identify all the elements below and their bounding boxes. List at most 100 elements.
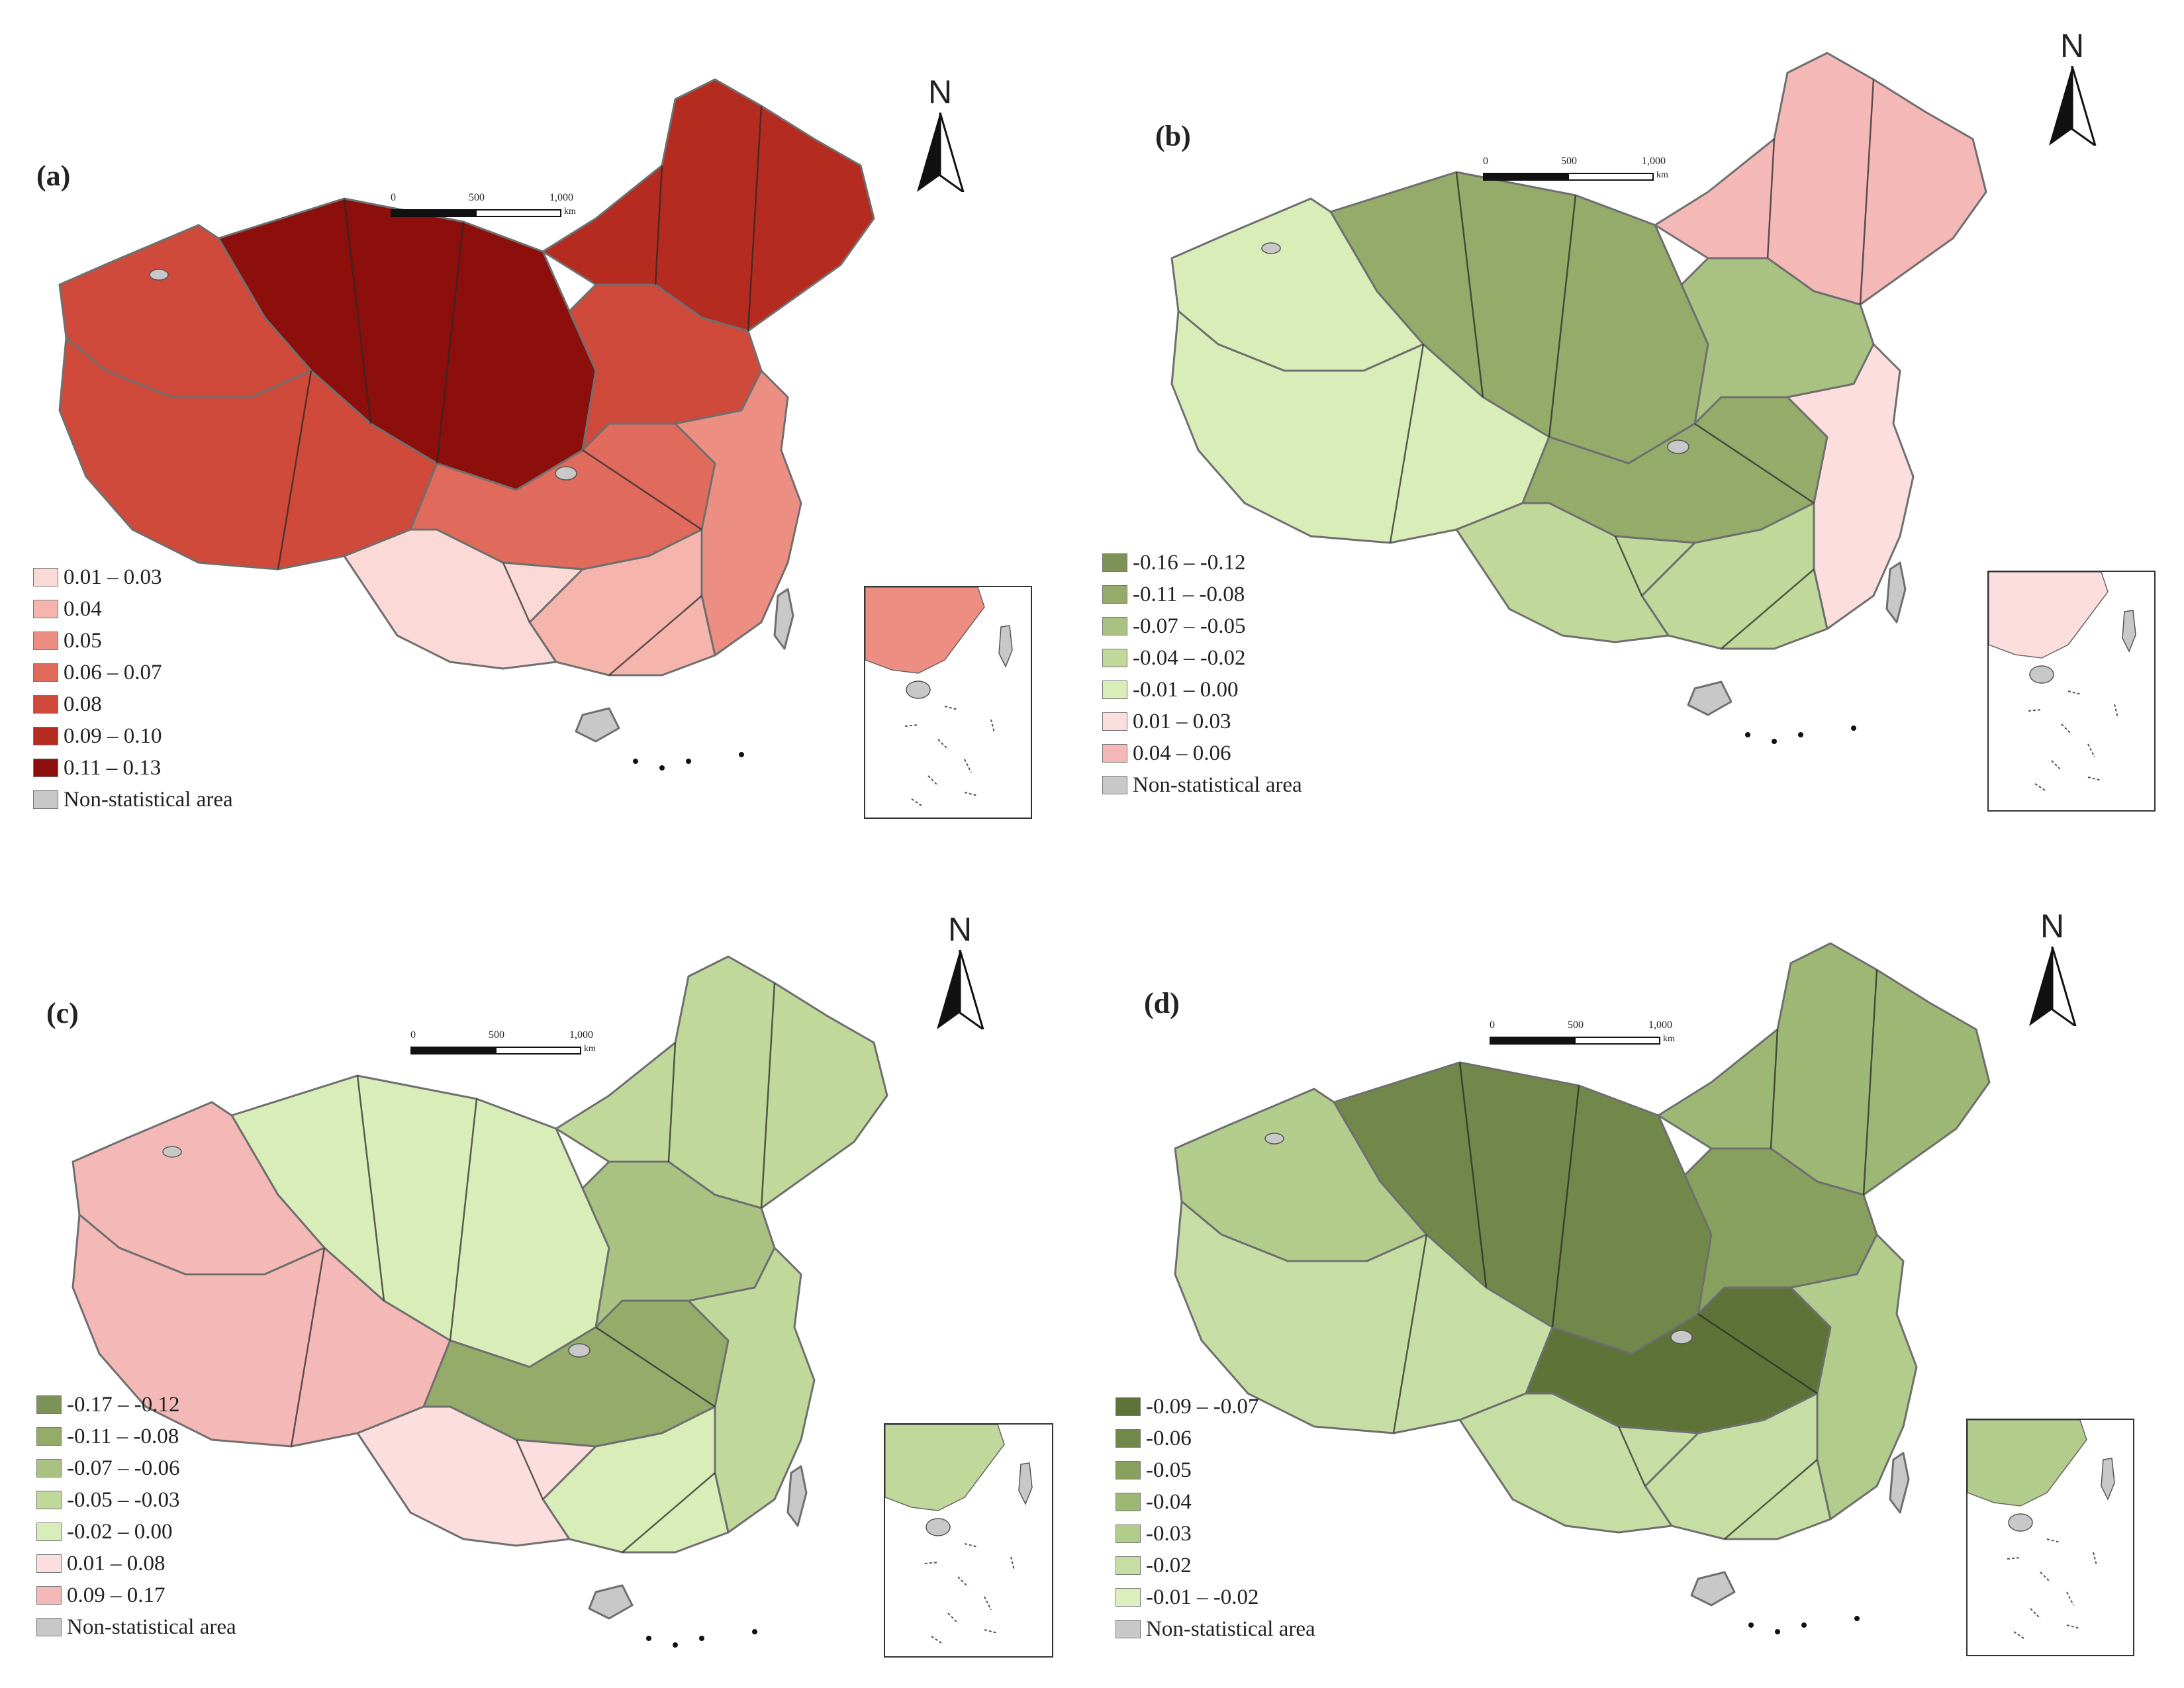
inset-map: [885, 1425, 1033, 1644]
inset-dashed-boundary: [944, 706, 959, 710]
legend-item: -0.09 – -0.07: [1116, 1391, 1315, 1423]
legend-swatch: [1102, 680, 1127, 699]
scale-bar-black: [1490, 1037, 1576, 1045]
panel-label: (d): [1144, 987, 1180, 1019]
province-boundary: [1551, 1085, 1580, 1328]
legend-swatch: [33, 632, 58, 650]
non-statistical-area: [149, 269, 169, 281]
scale-label-0: 0: [1483, 156, 1488, 167]
province-boundary: [595, 1326, 716, 1408]
inset-dashed-boundary: [927, 775, 939, 786]
region-taiwan: [1889, 1452, 1910, 1514]
legend-label: 0.01 – 0.08: [67, 1552, 166, 1575]
legend-swatch: [1116, 1461, 1141, 1479]
inset-dashed-boundary: [2066, 1591, 2074, 1606]
legend-item: 0.08: [33, 688, 233, 720]
island-mark: [1748, 1622, 1754, 1628]
province-boundary: [436, 221, 465, 464]
north-arrow: N: [2022, 907, 2082, 1033]
inset-dashed-boundary: [2040, 1571, 2051, 1583]
scale-label-0: 0: [391, 192, 396, 203]
panel-label: (b): [1155, 120, 1191, 152]
legend-label: 0.01 – 0.03: [64, 565, 162, 589]
scale-bar-white: [475, 209, 561, 217]
inset-taiwan: [2101, 1458, 2115, 1501]
north-letter: N: [2060, 27, 2085, 64]
scale-label-500: 500: [1568, 1019, 1584, 1031]
island-mark: [1775, 1629, 1780, 1634]
legend-label: -0.02: [1146, 1554, 1192, 1577]
legend-label: -0.11 – -0.08: [67, 1425, 179, 1448]
legend-item: -0.04 – -0.02: [1102, 642, 1302, 674]
legend-item: -0.01 – -0.02: [1116, 1581, 1315, 1613]
legend-item: -0.07 – -0.05: [1102, 610, 1302, 642]
legend-label: -0.02 – 0.00: [67, 1520, 173, 1544]
inset-taiwan: [1018, 1462, 1033, 1505]
non-statistical-area: [555, 466, 577, 481]
legend-item: 0.09 – 0.17: [36, 1579, 236, 1611]
legend-label: -0.04: [1146, 1490, 1192, 1514]
inset-dashed-boundary: [904, 724, 919, 727]
map-panel-d: (d) N 0 500 1,000 km -0.09 – -0.07 -0.06-…: [1092, 844, 2184, 1688]
region-hainan: [1690, 1571, 1736, 1607]
province-boundary: [502, 562, 531, 623]
province-boundary: [1617, 1426, 1646, 1487]
map-panel-c: (c) N 0 500 1,000 km -0.17 – -0.12 -0.11 …: [0, 844, 1092, 1688]
inset-dashed-boundary: [990, 719, 995, 733]
scale-label-500: 500: [1561, 156, 1577, 167]
legend-swatch: [1102, 649, 1127, 667]
region-southwest: [1458, 1392, 1699, 1534]
legend-item: -0.03: [1116, 1518, 1315, 1550]
legend-swatch: [33, 568, 58, 586]
legend-label: -0.03: [1146, 1522, 1192, 1546]
inset-dashed-boundary: [924, 1562, 939, 1564]
legend-swatch: [33, 600, 58, 618]
legend-label: -0.16 – -0.12: [1133, 551, 1246, 575]
province-boundary: [343, 198, 372, 424]
island-mark: [1798, 732, 1803, 737]
legend-item: -0.05: [1116, 1454, 1315, 1486]
region-taiwan: [786, 1465, 808, 1527]
inset-dashed-boundary: [2028, 709, 2042, 712]
island-mark: [1851, 726, 1856, 731]
map-panel-b: (b) N 0 500 1,000 km -0.16 – -0.12 -0.11 …: [1092, 0, 2184, 844]
inset-mainland: [1989, 572, 2109, 659]
legend-swatch: [33, 695, 58, 714]
legend-item: 0.04: [33, 593, 233, 625]
inset-dashed-boundary: [2051, 760, 2062, 771]
inset-mainland: [865, 587, 985, 674]
legend-label: 0.04: [64, 597, 102, 621]
legend-item-non-statistical: Non-statistical area: [33, 784, 233, 816]
north-arrow: N: [910, 73, 970, 199]
choropleth-map: [71, 955, 888, 1648]
province-boundary: [1455, 171, 1484, 398]
province-boundary: [1766, 138, 1776, 259]
legend-label: -0.05: [1146, 1458, 1192, 1482]
region-southwest: [356, 1405, 597, 1547]
legend-swatch: [33, 663, 58, 682]
province-boundary: [1724, 1459, 1818, 1540]
legend-item: -0.05 – -0.03: [36, 1484, 236, 1516]
legend-swatch: [36, 1618, 62, 1636]
choropleth-map: [58, 78, 875, 771]
legend-swatch: [1102, 617, 1127, 635]
legend-item-non-statistical: Non-statistical area: [36, 1611, 236, 1643]
scale-bar: 0 500 1,000 km: [410, 1029, 609, 1069]
scale-bar-black: [410, 1047, 497, 1055]
scale-bar: 0 500 1,000 km: [1483, 156, 1682, 195]
legend-item: 0.09 – 0.10: [33, 720, 233, 752]
region-taiwan: [773, 588, 794, 650]
south-china-sea-inset: [1987, 571, 2156, 812]
inset-map: [1968, 1420, 2115, 1639]
scale-label-0: 0: [1490, 1019, 1495, 1031]
legend-label: 0.06 – 0.07: [64, 661, 162, 684]
inset-dashed-boundary: [937, 739, 949, 750]
inset-dashed-boundary: [2007, 1557, 2021, 1560]
scale-bar-black: [391, 209, 477, 217]
north-arrow-icon: [937, 950, 984, 1029]
inset-dashed-boundary: [984, 1629, 998, 1634]
inset-dashed-boundary: [2046, 1538, 2061, 1543]
legend: 0.01 – 0.03 0.04 0.05 0.06 – 0.07 0.08 0.09 –…: [33, 561, 233, 816]
inset-dashed-boundary: [957, 1576, 969, 1587]
island-mark: [1745, 732, 1750, 737]
